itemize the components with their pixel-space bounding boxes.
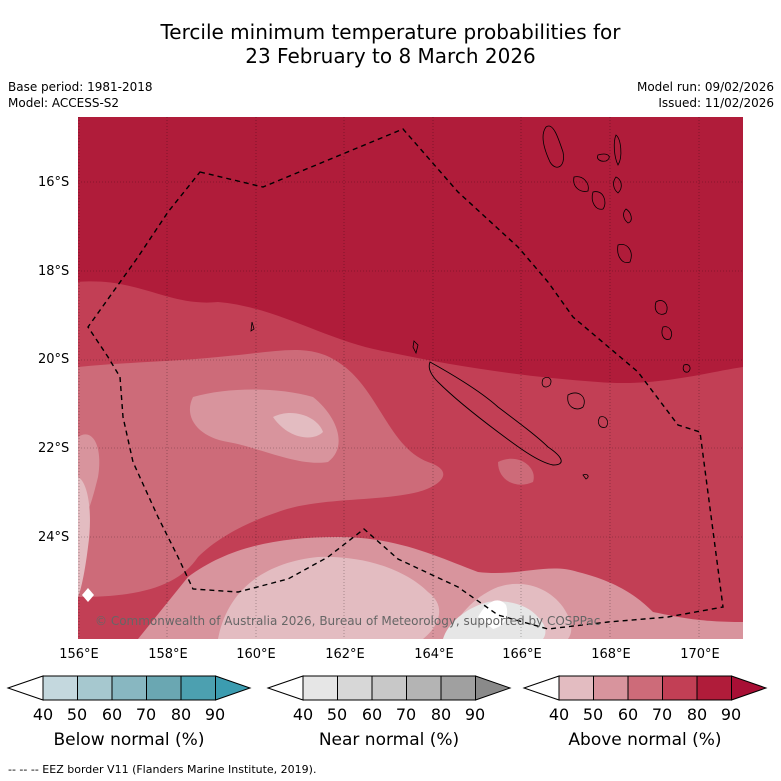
near-swatch-90 <box>475 675 512 701</box>
below-tick-90: 90 <box>204 705 226 724</box>
above-tick-70: 70 <box>651 705 673 724</box>
below-tick-60: 60 <box>101 705 123 724</box>
lat-label-24s: 24°S <box>38 530 70 545</box>
title-line-1: Tercile minimum temperature probabilitie… <box>160 20 621 44</box>
below-tick-40: 40 <box>32 705 54 724</box>
isle-of-pines <box>582 474 589 480</box>
contour-above-70-small <box>498 458 534 485</box>
near-normal-colorbar <box>266 675 512 701</box>
above-swatch-80 <box>696 675 732 701</box>
below-swatch-40 <box>42 675 78 701</box>
near-swatch-70 <box>406 675 442 701</box>
eez-border <box>87 128 724 630</box>
lon-label-170e: 170°E <box>680 647 720 662</box>
near-swatch-40 <box>302 675 338 701</box>
below-tick-80: 80 <box>170 705 192 724</box>
probability-map <box>78 117 743 639</box>
lon-label-158e: 158°E <box>148 647 188 662</box>
contour-above-70 <box>78 350 444 597</box>
above-tick-50: 50 <box>582 705 604 724</box>
lat-label-20s: 20°S <box>38 352 70 367</box>
map-svg <box>78 117 743 639</box>
grid-lines <box>78 117 743 639</box>
near-tick-40: 40 <box>292 705 314 724</box>
below-swatch-60 <box>111 675 147 701</box>
above-swatch-60 <box>627 675 663 701</box>
ouvea-island <box>541 377 552 388</box>
below-normal-colorbar <box>6 675 252 701</box>
above-tick-40: 40 <box>548 705 570 724</box>
above-tick-90: 90 <box>720 705 742 724</box>
below-tick-50: 50 <box>66 705 88 724</box>
contour-above-50-west <box>78 477 90 597</box>
contour-white-dot <box>82 588 94 602</box>
lon-label-168e: 168°E <box>591 647 631 662</box>
new-caledonia-coastline <box>428 361 562 466</box>
issued-date: Issued: 11/02/2026 <box>658 96 774 110</box>
copyright-notice: © Commonwealth of Australia 2026, Bureau… <box>95 614 601 628</box>
contour-above-50-south <box>218 556 440 639</box>
model-name: Model: ACCESS-S2 <box>8 96 120 110</box>
near-tick-80: 80 <box>430 705 452 724</box>
above-tick-80: 80 <box>686 705 708 724</box>
above-normal-title: Above normal (%) <box>568 730 722 750</box>
above-swatch-70 <box>662 675 698 701</box>
lon-label-162e: 162°E <box>325 647 365 662</box>
near-swatch-60 <box>371 675 407 701</box>
near-tick-60: 60 <box>361 705 383 724</box>
below-swatch-80 <box>180 675 216 701</box>
near-swatch-50 <box>337 675 373 701</box>
below-normal-title: Below normal (%) <box>53 730 205 750</box>
near-swatch-80 <box>440 675 476 701</box>
eez-footnote: -- -- -- EEZ border V11 (Flanders Marine… <box>8 763 317 776</box>
below-tick-70: 70 <box>135 705 157 724</box>
above-tick-60: 60 <box>617 705 639 724</box>
lon-label-166e: 166°E <box>502 647 542 662</box>
above-swatch-40 <box>558 675 594 701</box>
base-period: Base period: 1981-2018 <box>8 80 153 94</box>
lon-label-156e: 156°E <box>59 647 99 662</box>
lat-label-18s: 18°S <box>38 264 70 279</box>
above-swatch-50 <box>593 675 629 701</box>
mare-island <box>598 416 608 428</box>
model-run: Model run: 09/02/2026 <box>636 80 774 94</box>
below-swatch-50 <box>77 675 113 701</box>
lon-label-164e: 164°E <box>414 647 454 662</box>
above-normal-colorbar <box>522 675 768 701</box>
below-swatch-70 <box>146 675 182 701</box>
title-line-2: 23 February to 8 March 2026 <box>245 44 536 68</box>
lat-label-22s: 22°S <box>38 441 70 456</box>
contour-above-60 <box>189 389 339 463</box>
contour-white <box>478 600 508 629</box>
legend-colorbars <box>6 675 768 701</box>
vanuatu-islands <box>542 125 691 373</box>
near-normal-title: Near normal (%) <box>318 730 460 750</box>
contour-above-50 <box>273 412 323 438</box>
lon-label-160e: 160°E <box>236 647 276 662</box>
above-swatch-90 <box>731 675 768 701</box>
belep-islands <box>412 340 419 355</box>
near-tick-70: 70 <box>395 705 417 724</box>
near-tick-50: 50 <box>326 705 348 724</box>
lifou-island <box>567 392 585 410</box>
near-tick-90: 90 <box>464 705 486 724</box>
chesterfield-reef <box>250 321 255 332</box>
lat-label-16s: 16°S <box>38 175 70 190</box>
below-swatch-90 <box>215 675 252 701</box>
